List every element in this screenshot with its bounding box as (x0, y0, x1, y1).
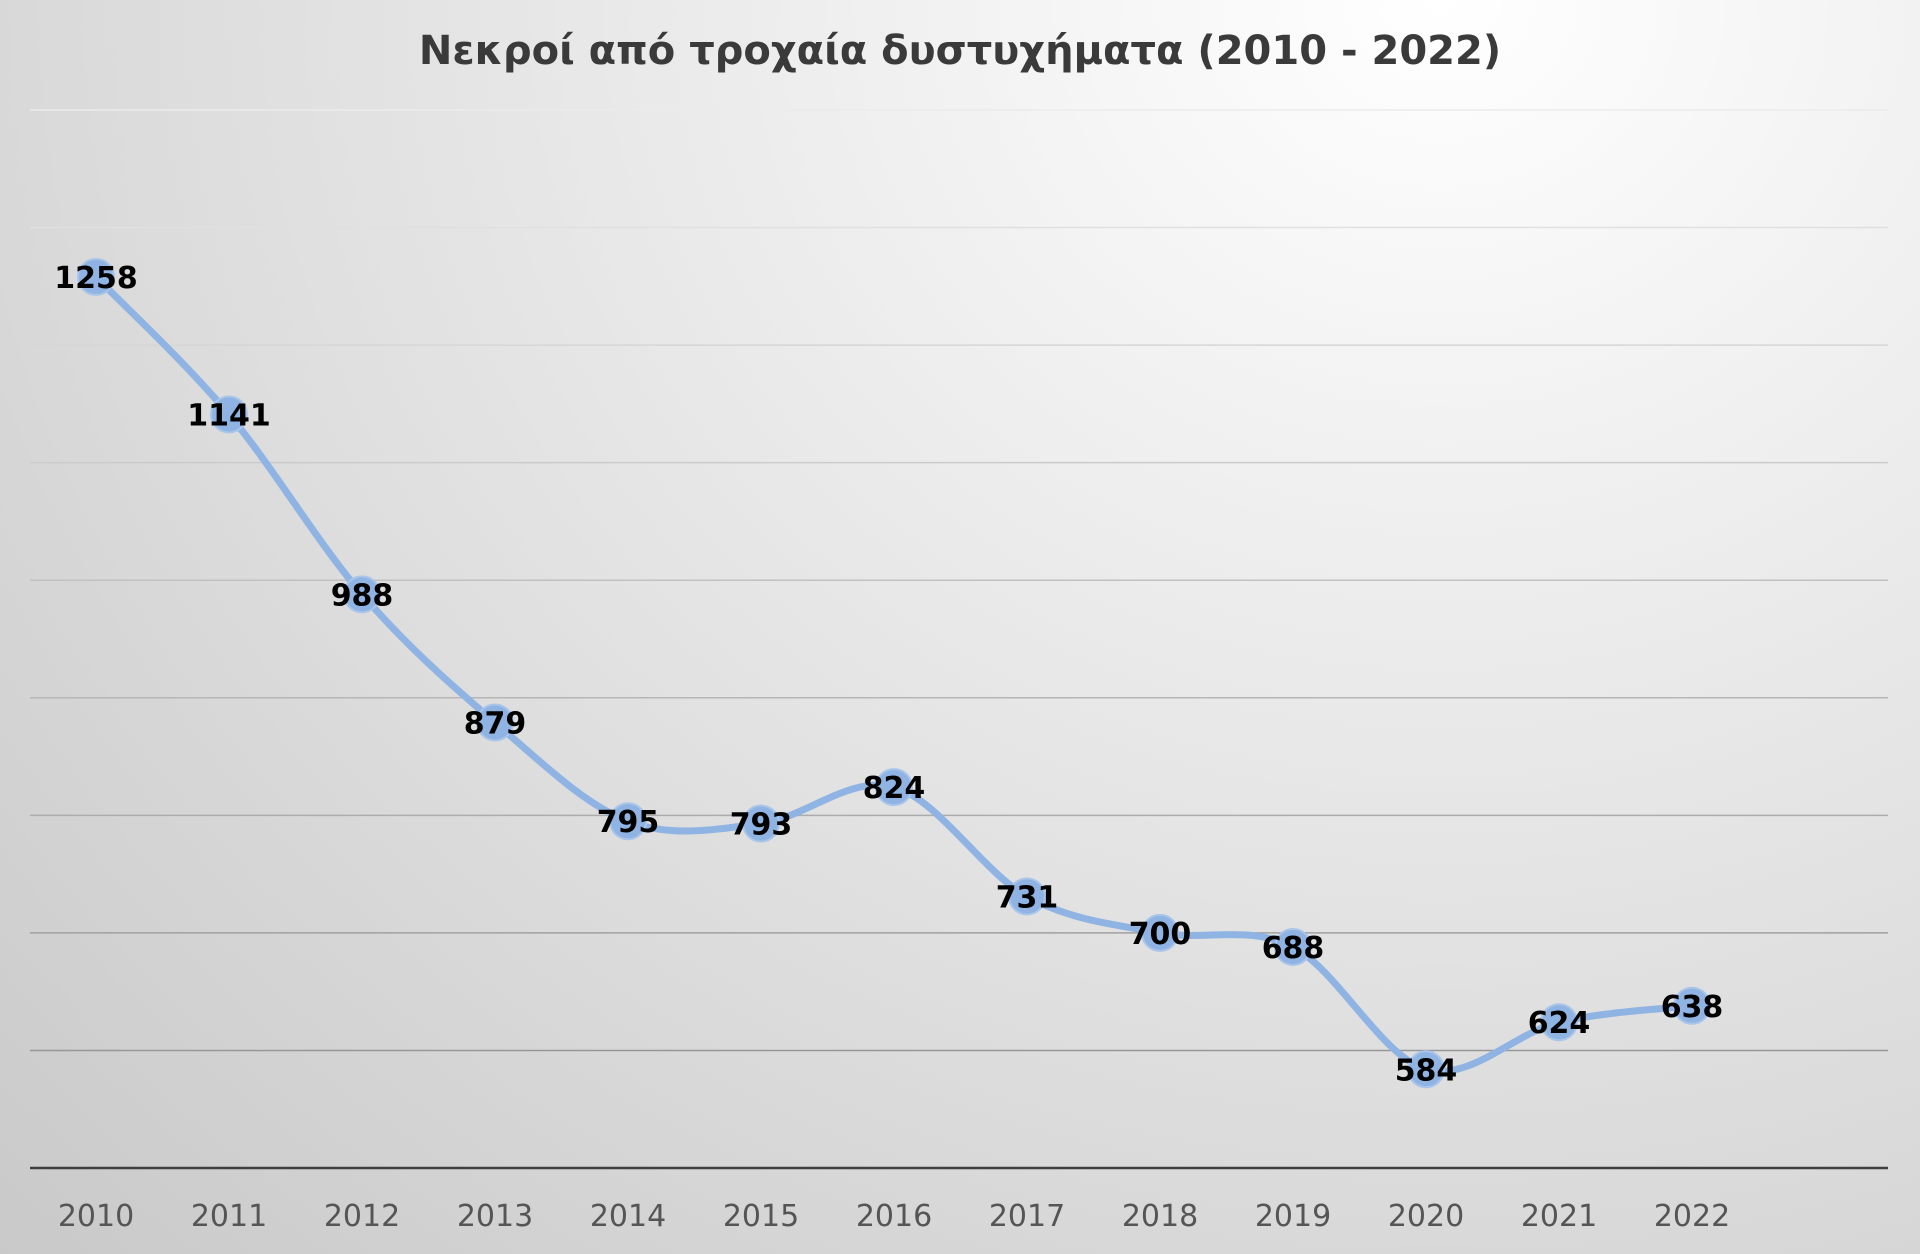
data-point (742, 804, 780, 843)
x-tick-label: 2022 (1654, 1199, 1730, 1234)
x-tick-label: 2017 (989, 1199, 1065, 1234)
gridlines (30, 109, 1888, 1052)
x-tick-label: 2019 (1255, 1199, 1331, 1234)
data-point (609, 802, 647, 841)
data-point (1540, 1003, 1578, 1042)
chart-title: Νεκροί από τροχαία δυστυχήματα (2010 - 2… (419, 28, 1501, 74)
data-label: 1258 (54, 261, 138, 296)
data-point (875, 768, 913, 807)
data-label: 793 (730, 808, 793, 843)
data-point (77, 257, 115, 296)
x-tick-label: 2016 (856, 1199, 932, 1234)
data-label: 879 (464, 706, 527, 741)
x-tick-label: 2013 (457, 1199, 533, 1234)
x-tick-label: 2012 (324, 1199, 400, 1234)
data-label: 824 (863, 771, 926, 806)
data-point (1008, 877, 1046, 916)
data-point (476, 703, 514, 742)
data-label: 638 (1661, 990, 1724, 1025)
data-label: 624 (1528, 1006, 1591, 1041)
data-point (210, 395, 248, 434)
data-point (343, 575, 381, 614)
data-point (1673, 986, 1711, 1025)
data-label: 700 (1129, 917, 1192, 952)
x-tick-label: 2011 (191, 1199, 267, 1234)
data-label: 731 (996, 880, 1059, 915)
x-tick-label: 2015 (723, 1199, 799, 1234)
x-tick-label: 2014 (590, 1199, 666, 1234)
data-labels: 1258 1141 988 879 795 793 824 731 700 688 584 624 63… (54, 261, 1723, 1088)
data-point (1274, 927, 1312, 966)
data-label: 795 (597, 805, 660, 840)
data-point (1407, 1050, 1445, 1089)
data-point (1141, 913, 1179, 952)
data-label: 688 (1262, 931, 1325, 966)
data-markers (77, 257, 1711, 1089)
data-label: 988 (331, 578, 394, 613)
x-tick-label: 2010 (58, 1199, 134, 1234)
x-tick-label: 2018 (1122, 1199, 1198, 1234)
x-tick-label: 2021 (1521, 1199, 1597, 1234)
x-tick-label: 2020 (1388, 1199, 1464, 1234)
data-label: 584 (1395, 1053, 1458, 1088)
data-label: 1141 (187, 398, 271, 433)
series-line (92, 273, 1696, 1075)
x-axis-ticks: 2010 2011 2012 2013 2014 2015 2016 2017 2018 2019… (58, 1199, 1730, 1234)
